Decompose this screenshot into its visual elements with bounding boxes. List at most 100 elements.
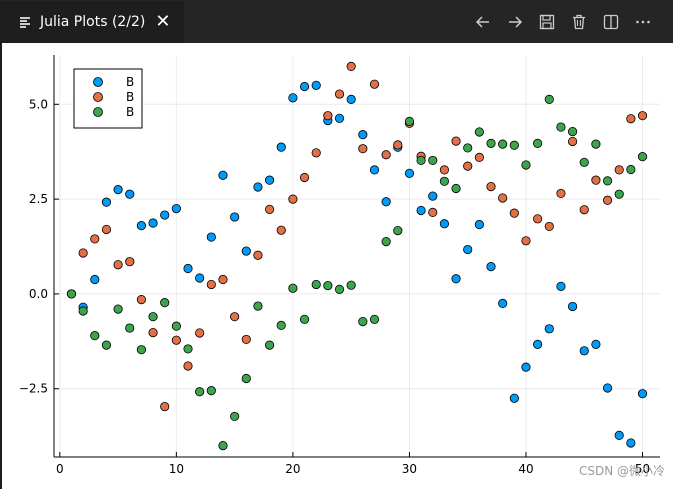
legend: BBB [73, 68, 143, 129]
data-point-series-2 [381, 150, 391, 160]
data-point-series-1 [544, 324, 554, 334]
data-point-series-3 [113, 304, 123, 314]
axes: 0 10 20 30 40 50 −2.5 0.0 2.5 5.0 [19, 55, 660, 476]
data-point-series-3 [148, 312, 158, 322]
back-arrow-icon[interactable] [467, 0, 499, 43]
data-point-series-2 [299, 172, 310, 183]
legend-label: B [126, 90, 134, 104]
more-icon[interactable] [627, 0, 659, 43]
data-point-series-3 [556, 122, 566, 132]
tab-title: Julia Plots (2/2) [40, 14, 146, 30]
data-point-series-2 [136, 295, 147, 305]
data-point-series-2 [276, 225, 286, 235]
data-point-series-1 [521, 362, 531, 372]
data-point-series-1 [311, 80, 321, 90]
data-point-series-3 [486, 138, 496, 148]
data-point-series-2 [148, 328, 158, 338]
scatter-chart: 0 10 20 30 40 50−2.50.02.55.0 BBB [19, 55, 660, 476]
data-point-series-2 [521, 236, 531, 246]
legend-marker [93, 92, 103, 102]
data-point-series-3 [626, 164, 636, 175]
data-point-series-1 [369, 165, 380, 175]
data-point-series-1 [346, 94, 356, 104]
data-point-series-2 [125, 257, 135, 267]
data-point-series-2 [230, 312, 240, 322]
data-point-series-2 [579, 205, 589, 215]
data-point-series-2 [369, 79, 380, 89]
data-point-series-1 [206, 232, 216, 242]
data-point-series-2 [567, 136, 578, 147]
y-tick-label: 0.0 [29, 287, 48, 301]
data-point-series-2 [463, 161, 473, 171]
legend-marker [93, 107, 103, 117]
data-point-series-2 [218, 274, 228, 285]
data-point-series-2 [101, 224, 112, 235]
data-point-series-2 [556, 188, 566, 199]
data-point-series-2 [439, 165, 450, 175]
data-point-series-3 [160, 298, 170, 308]
x-tick-label: 30 [402, 462, 417, 476]
tab-julia-plots[interactable]: Julia Plots (2/2) ✕ [0, 0, 184, 43]
data-point-series-3 [567, 127, 578, 137]
preview-icon [20, 16, 32, 28]
data-point-series-1 [288, 93, 298, 103]
data-point-series-3 [230, 411, 240, 422]
y-tick-label: 5.0 [29, 97, 48, 111]
data-point-series-2 [486, 181, 496, 192]
data-point-series-2 [171, 335, 181, 345]
data-point-series-3 [544, 94, 554, 104]
data-point-series-3 [428, 155, 438, 166]
data-point-series-3 [474, 127, 484, 137]
y-tick-label: −2.5 [19, 382, 48, 396]
data-point-series-2 [474, 152, 484, 162]
data-point-series-1 [381, 197, 391, 207]
data-point-series-1 [509, 393, 519, 403]
trash-icon[interactable] [563, 0, 595, 43]
data-point-series-1 [451, 274, 461, 284]
legend-label: B [126, 75, 134, 89]
data-point-series-3 [90, 331, 100, 341]
forward-arrow-icon[interactable] [499, 0, 531, 43]
data-point-series-3 [346, 280, 356, 290]
data-point-series-1 [334, 113, 345, 123]
data-point-series-1 [404, 168, 415, 178]
data-point-series-2 [591, 175, 601, 185]
data-point-series-2 [602, 195, 613, 205]
data-point-series-2 [428, 207, 438, 217]
data-point-series-1 [439, 219, 450, 229]
data-point-series-2 [544, 221, 554, 232]
split-editor-icon[interactable] [595, 0, 627, 43]
data-point-series-1 [626, 438, 636, 448]
data-point-series-1 [463, 244, 473, 255]
data-point-series-1 [428, 191, 438, 201]
data-point-series-1 [253, 182, 263, 192]
y-tick-label: 2.5 [29, 192, 48, 206]
data-point-series-1 [195, 273, 205, 283]
data-point-series-1 [299, 81, 310, 92]
data-point-series-2 [451, 136, 461, 146]
data-point-series-2 [78, 248, 88, 258]
data-point-series-1 [591, 339, 601, 349]
data-point-series-3 [276, 320, 286, 331]
data-point-series-1 [230, 212, 240, 222]
data-point-series-1 [276, 142, 286, 152]
data-point-series-3 [579, 157, 589, 167]
tab-bar: Julia Plots (2/2) ✕ [0, 0, 673, 43]
grid-lines [54, 55, 660, 457]
data-point-series-3 [637, 152, 648, 162]
x-tick-label: 40 [518, 462, 533, 476]
save-icon[interactable] [531, 0, 563, 43]
data-point-series-3 [451, 183, 461, 194]
data-point-series-1 [602, 383, 613, 393]
data-point-series-1 [90, 274, 100, 285]
data-point-series-2 [195, 328, 205, 338]
data-point-series-2 [393, 140, 403, 150]
data-point-series-1 [486, 262, 496, 272]
data-point-series-1 [101, 197, 112, 207]
data-point-series-2 [206, 279, 216, 290]
data-point-series-3 [241, 373, 251, 384]
data-point-series-3 [393, 225, 403, 236]
close-icon[interactable]: ✕ [155, 11, 171, 32]
data-point-series-1 [136, 221, 147, 231]
data-point-series-3 [614, 189, 624, 199]
